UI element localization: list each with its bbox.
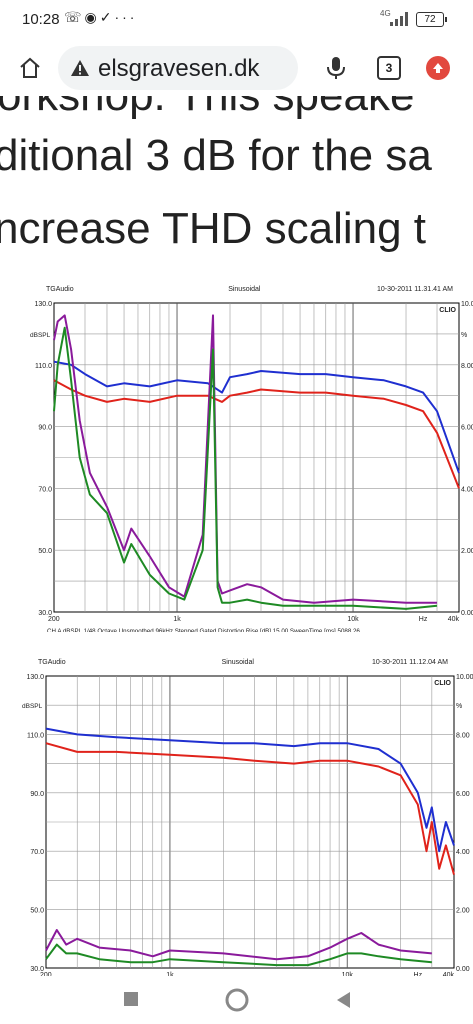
- x-tick-label: 40k: [448, 616, 460, 623]
- y-tick-label: 70.0: [38, 486, 52, 493]
- y2-tick-label: 8.00: [461, 363, 473, 370]
- tab-count: 3: [377, 56, 401, 80]
- y-tick-label: 110.0: [27, 732, 44, 739]
- y-tick-label: 90.0: [38, 425, 52, 432]
- y2-axis-unit: %: [461, 332, 467, 339]
- back-icon: [337, 992, 350, 1008]
- microphone-icon: [327, 57, 345, 79]
- y-tick-label: 130.0: [26, 674, 44, 681]
- recents-icon: [124, 992, 138, 1006]
- x-tick-label: 10k: [342, 972, 354, 976]
- chart-header-left: TGAudio: [46, 286, 74, 293]
- distortion-chart-2: TGAudio Sinusoidal 10-30-2011 11.12.04 AM C…: [22, 659, 473, 976]
- y2-axis-unit: %: [456, 703, 462, 710]
- recents-button[interactable]: [120, 988, 142, 1010]
- y2-tick-label: 4.00: [456, 849, 470, 856]
- y-tick-label: 90.0: [30, 791, 44, 798]
- nav-home-button[interactable]: [222, 985, 252, 1015]
- y2-tick-label: 10.0: [461, 301, 473, 308]
- y2-tick-label: 6.00: [456, 791, 470, 798]
- article-line: ditional 3 dB for the sa: [0, 131, 432, 180]
- distortion-chart-1: TGAudio Sinusoidal 10-30-2011 11.31.41 AM C…: [30, 286, 473, 632]
- warning-icon: [71, 60, 89, 76]
- series-line-3: [45, 929, 432, 961]
- x-tick-label: 200: [48, 616, 60, 623]
- signal-icon: [390, 12, 408, 26]
- y2-tick-label: 2.00: [461, 548, 473, 555]
- chart-header-left: TGAudio: [38, 659, 66, 666]
- browser-toolbar: elsgravesen.dk 3: [0, 40, 473, 96]
- series-line-1: [45, 727, 455, 853]
- series-line-3: [53, 314, 437, 604]
- y2-tick-label: 6.00: [461, 425, 473, 432]
- clio-logo: CLIO: [434, 680, 451, 687]
- y-tick-label: 50.0: [38, 548, 52, 555]
- y-tick-label: 50.0: [30, 908, 44, 915]
- grid-lines: [54, 303, 459, 612]
- x-tick-label: 10k: [347, 616, 359, 623]
- nav-home-icon: [225, 988, 249, 1012]
- url-text: elsgravesen.dk: [98, 55, 260, 82]
- x-tick-label: 1k: [173, 616, 181, 623]
- chart-footer-settings: CH A dBSPL 1/48 Octave Unsmoothed 96kHz …: [47, 628, 360, 632]
- update-button[interactable]: [422, 52, 454, 84]
- update-icon: [426, 56, 450, 80]
- x-tick-label: 40k: [443, 972, 455, 976]
- y2-tick-label: 0.00: [456, 966, 470, 973]
- x-tick-label: 200: [40, 972, 52, 976]
- back-button[interactable]: [330, 987, 356, 1013]
- y-tick-label: 30.0: [38, 610, 52, 617]
- y2-tick-label: 4.00: [461, 486, 473, 493]
- voice-search-button[interactable]: [320, 52, 352, 84]
- series-line-2: [53, 379, 460, 489]
- status-bar: 10:28 ☏◉✓··· 4G 72: [0, 0, 473, 40]
- clio-logo: CLIO: [439, 307, 456, 314]
- y-axis-unit: dBSPL: [30, 332, 51, 339]
- y2-tick-label: 2.00: [456, 908, 470, 915]
- chart-title: Sinusoidal: [222, 659, 255, 666]
- y-tick-label: 110.0: [35, 363, 52, 370]
- network-type: 4G: [380, 9, 391, 18]
- y2-tick-label: 0.00: [461, 610, 473, 617]
- x-tick-label: Hz: [414, 972, 423, 976]
- download-done-icon: ✓: [99, 9, 115, 25]
- series-line-1: [53, 360, 460, 474]
- y2-tick-label: 10.00: [456, 674, 473, 681]
- y-tick-label: 70.0: [30, 849, 44, 856]
- url-field[interactable]: elsgravesen.dk: [58, 46, 298, 90]
- article-content: orkshop. This speake ditional 3 dB for t…: [0, 96, 473, 264]
- system-nav-bar: [0, 976, 473, 1024]
- article-line: ncrease THD scaling t: [0, 204, 427, 253]
- y-axis-unit: dBSPL: [22, 703, 43, 710]
- series-line-4: [45, 943, 432, 967]
- y2-tick-label: 8.00: [456, 732, 470, 739]
- series-line-2: [45, 742, 455, 875]
- y-tick-label: 130.0: [34, 301, 52, 308]
- chart-timestamp: 10-30-2011 11.12.04 AM: [372, 659, 448, 666]
- chart-timestamp: 10-30-2011 11.31.41 AM: [377, 286, 453, 293]
- series-line-4: [53, 326, 438, 610]
- missed-call-icon: ☏: [64, 9, 85, 25]
- y-tick-label: 30.0: [30, 966, 44, 973]
- home-button[interactable]: [10, 52, 50, 84]
- x-tick-label: 1k: [166, 972, 174, 976]
- chart-title: Sinusoidal: [228, 286, 261, 293]
- notification-icons: ☏◉✓···: [64, 9, 137, 26]
- tab-switcher-button[interactable]: 3: [374, 54, 404, 82]
- grid-lines: [46, 676, 454, 968]
- status-time: 10:28: [22, 11, 60, 28]
- more-notifications-icon: ···: [114, 9, 138, 25]
- x-tick-label: Hz: [419, 616, 428, 623]
- article-line: orkshop. This speake: [0, 96, 414, 121]
- messenger-icon: ◉: [84, 9, 100, 25]
- battery-icon: 72: [416, 12, 447, 27]
- home-icon: [20, 57, 40, 78]
